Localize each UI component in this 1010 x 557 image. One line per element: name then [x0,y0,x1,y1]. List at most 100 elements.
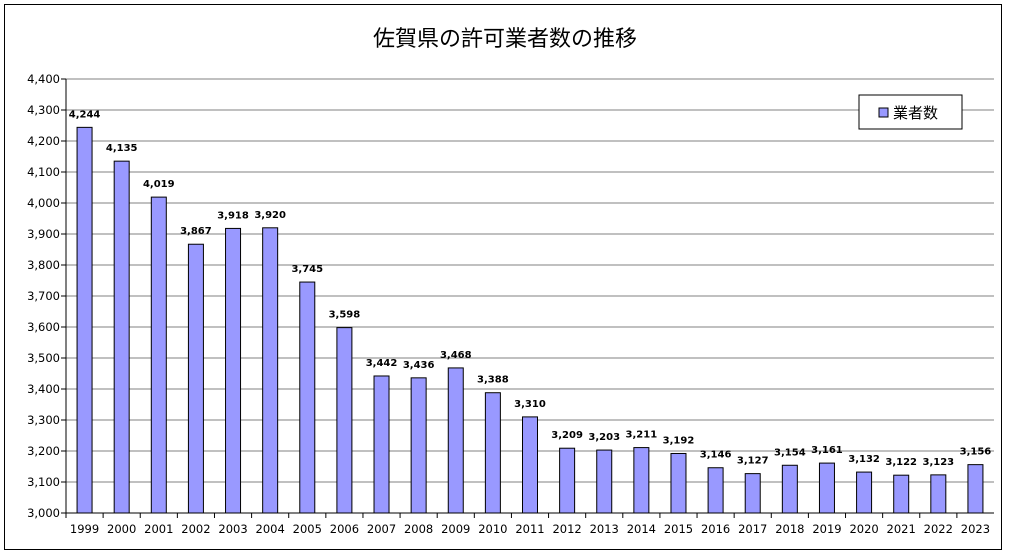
x-tick-label: 2010 [478,522,507,536]
x-tick-label: 2015 [664,522,693,536]
bar [707,467,724,514]
x-tick-label: 2006 [330,522,359,536]
bar [633,447,650,514]
data-label: 3,468 [440,350,472,361]
y-tick-label: 3,300 [27,413,60,427]
bar [76,126,93,514]
x-tick-label: 2021 [887,522,916,536]
bar [930,474,947,514]
bar [781,464,798,514]
bar [522,416,538,514]
data-label: 3,211 [626,430,658,441]
data-label: 4,244 [69,109,101,120]
bar [559,447,576,514]
y-tick-label: 3,600 [27,320,60,334]
bar [299,281,316,514]
data-label: 4,019 [143,179,175,190]
bars [76,126,984,514]
bar [150,196,167,514]
y-tick-label: 3,500 [27,351,60,365]
bar [967,464,984,514]
x-tick-label: 2017 [738,522,767,536]
data-label: 3,132 [848,454,880,465]
y-tick-label: 3,200 [27,444,60,458]
y-tick-label: 4,400 [27,72,60,86]
bar [744,473,761,514]
data-label: 3,920 [254,210,286,221]
data-label: 3,918 [217,210,249,221]
y-tick-label: 4,300 [27,103,60,117]
bar [856,471,873,514]
data-label: 3,388 [477,375,509,386]
data-label: 3,209 [551,430,583,441]
bar [893,474,910,514]
x-axis-ticks: 1999 2000 2001 2002 2003 2004 2005 2006 2007 2008… [65,513,990,536]
data-label: 3,310 [514,399,546,410]
x-tick-label: 2013 [590,522,619,536]
data-label: 3,442 [366,358,398,369]
y-tick-label: 4,200 [27,134,60,148]
x-tick-label: 2002 [181,522,210,536]
y-tick-label: 3,800 [27,258,60,272]
bar [262,227,279,514]
data-label: 3,598 [329,310,361,321]
data-label: 3,154 [774,447,806,458]
y-tick-label: 3,100 [27,475,60,489]
bar [447,367,464,514]
data-label: 3,146 [700,450,732,461]
x-tick-label: 2003 [218,522,247,536]
x-tick-label: 2008 [404,522,433,536]
data-label: 3,867 [180,226,212,237]
x-tick-label: 2000 [107,522,136,536]
bar [818,462,835,514]
x-tick-label: 2005 [293,522,322,536]
x-tick-label: 2001 [144,522,173,536]
x-tick-label: 2016 [701,522,730,536]
x-tick-label: 2020 [849,522,878,536]
x-tick-label: 1999 [70,522,99,536]
data-labels: 4,244 4,135 4,019 3,867 3,918 3,920 3,745 3,598… [69,109,992,468]
x-tick-label: 2012 [552,522,581,536]
legend-box [858,94,963,130]
y-tick-label: 3,700 [27,289,60,303]
bar [225,227,242,514]
legend: 業者数 [858,94,963,130]
x-tick-label: 2007 [367,522,396,536]
bar [336,327,353,514]
data-label: 3,156 [960,447,992,458]
data-label: 3,192 [663,435,695,446]
data-label: 3,161 [811,445,843,456]
x-tick-label: 2022 [924,522,953,536]
legend-label: 業者数 [893,104,938,122]
x-tick-label: 2011 [515,522,544,536]
bar [670,452,687,514]
data-label: 3,203 [588,432,620,443]
bar [373,375,390,514]
bar [113,160,130,514]
x-tick-label: 2018 [775,522,804,536]
y-tick-label: 4,000 [27,196,60,210]
x-tick-label: 2009 [441,522,470,536]
y-tick-label: 4,100 [27,165,60,179]
legend-swatch [878,107,889,118]
data-label: 3,436 [403,360,435,371]
chart-title: 佐賀県の許可業者数の推移 [373,27,637,52]
data-label: 3,123 [922,457,954,468]
x-tick-label: 2019 [812,522,841,536]
bar [484,392,501,514]
x-tick-label: 2023 [961,522,990,536]
y-tick-label: 3,000 [27,506,60,520]
data-label: 4,135 [106,143,138,154]
bar [187,243,204,514]
x-tick-label: 2004 [256,522,285,536]
data-label: 3,127 [737,456,769,467]
x-tick-label: 2014 [627,522,656,536]
data-label: 3,122 [885,457,917,468]
y-tick-label: 3,400 [27,382,60,396]
y-axis-ticks: 3,000 3,100 3,200 3,300 3,400 3,500 3,600 3,700… [27,72,66,520]
data-label: 3,745 [291,264,323,275]
y-tick-label: 3,900 [27,227,60,241]
bar [596,449,613,514]
bar [410,377,427,514]
